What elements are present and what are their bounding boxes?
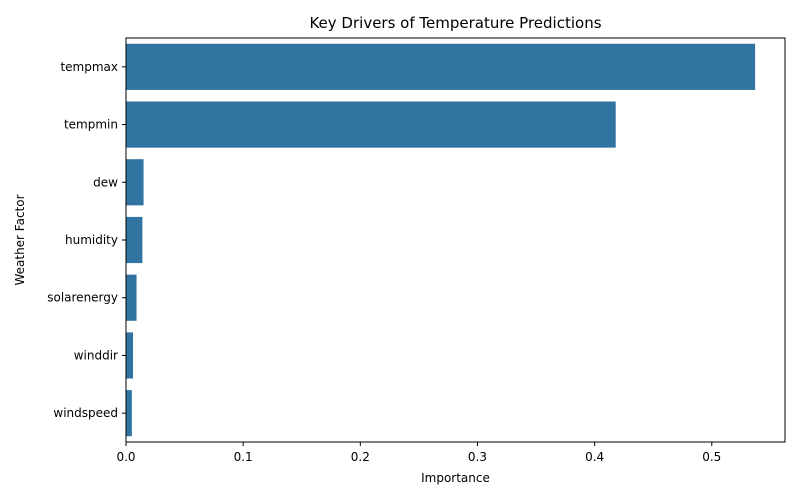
y-tick-label: winddir xyxy=(74,348,118,362)
x-tick-label: 0.2 xyxy=(351,450,370,464)
chart-title: Key Drivers of Temperature Predictions xyxy=(309,14,601,32)
plot-frame xyxy=(125,37,786,443)
bar-winddir xyxy=(126,332,134,379)
x-tick-label: 0.1 xyxy=(234,450,253,464)
x-tick-label: 0.3 xyxy=(468,450,487,464)
x-ticks-layer: 0.0 0.1 0.2 0.3 0.4 0.5 xyxy=(116,442,721,464)
y-tick-label: tempmin xyxy=(64,118,118,132)
y-axis-label: Weather Factor xyxy=(13,194,27,285)
bars-layer xyxy=(126,43,756,437)
y-tick-label: dew xyxy=(93,175,118,189)
y-tick-label: windspeed xyxy=(53,406,118,420)
y-tick-label: tempmax xyxy=(60,60,118,74)
axes-frame xyxy=(125,37,786,443)
x-tick-label: 0.0 xyxy=(116,450,135,464)
bar-dew xyxy=(126,159,144,206)
x-axis-label: Importance xyxy=(421,471,490,485)
x-tick-label: 0.5 xyxy=(702,450,721,464)
y-tick-label: humidity xyxy=(65,233,118,247)
bar-windspeed xyxy=(126,390,132,437)
bar-humidity xyxy=(126,216,143,264)
y-ticks-layer: tempmax tempmin dew humidity solarenergy wind… xyxy=(47,60,126,420)
bar-tempmax xyxy=(126,43,756,90)
x-tick-label: 0.4 xyxy=(585,450,604,464)
bar-tempmin xyxy=(126,101,616,148)
y-tick-label: solarenergy xyxy=(47,291,118,305)
bar-solarenergy xyxy=(126,274,137,321)
